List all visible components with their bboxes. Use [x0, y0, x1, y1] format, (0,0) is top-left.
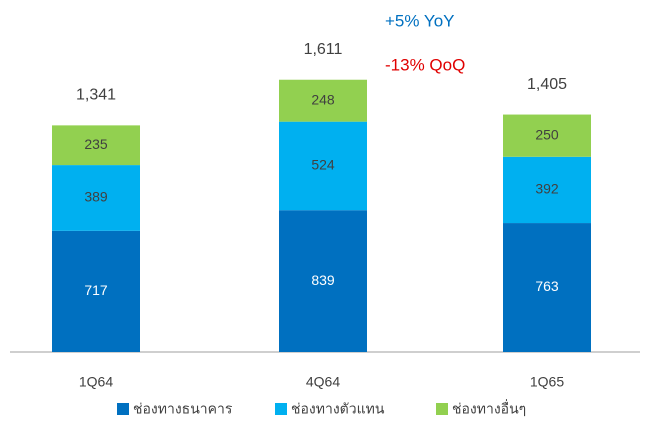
x-tick-label: 4Q64	[306, 374, 340, 390]
legend-label: ช่องทางธนาคาร	[133, 401, 233, 417]
data-label: 524	[311, 157, 335, 173]
total-label: 1,405	[527, 76, 567, 93]
data-label: 392	[535, 181, 559, 197]
annotation: -13% QoQ	[385, 55, 465, 74]
bar-segment	[279, 121, 367, 211]
bar-segment	[503, 223, 591, 352]
data-label: 248	[311, 91, 335, 107]
bar-segment	[52, 230, 140, 352]
legend-swatch	[436, 403, 448, 415]
data-label: 839	[311, 272, 335, 288]
data-label: 763	[535, 278, 559, 294]
x-tick-label: 1Q64	[79, 374, 113, 390]
legend-label: ช่องทางตัวแทน	[291, 401, 385, 417]
data-label: 235	[84, 136, 108, 152]
x-tick-label: 1Q65	[530, 374, 564, 390]
total-label: 1,341	[76, 87, 116, 104]
legend-label: ช่องทางอื่นๆ	[452, 400, 526, 417]
data-label: 250	[535, 126, 559, 142]
legend-swatch	[117, 403, 129, 415]
annotation: +5% YoY	[385, 11, 455, 30]
bar-segment	[52, 125, 140, 166]
bar-segment	[279, 210, 367, 352]
legend-swatch	[275, 403, 287, 415]
data-label: 717	[84, 282, 108, 298]
bar-segment	[503, 114, 591, 157]
bar-segment	[279, 79, 367, 122]
total-label: 1,611	[304, 41, 343, 58]
data-label: 389	[84, 189, 108, 205]
bar-segment	[52, 165, 140, 231]
bar-segment	[503, 156, 591, 224]
